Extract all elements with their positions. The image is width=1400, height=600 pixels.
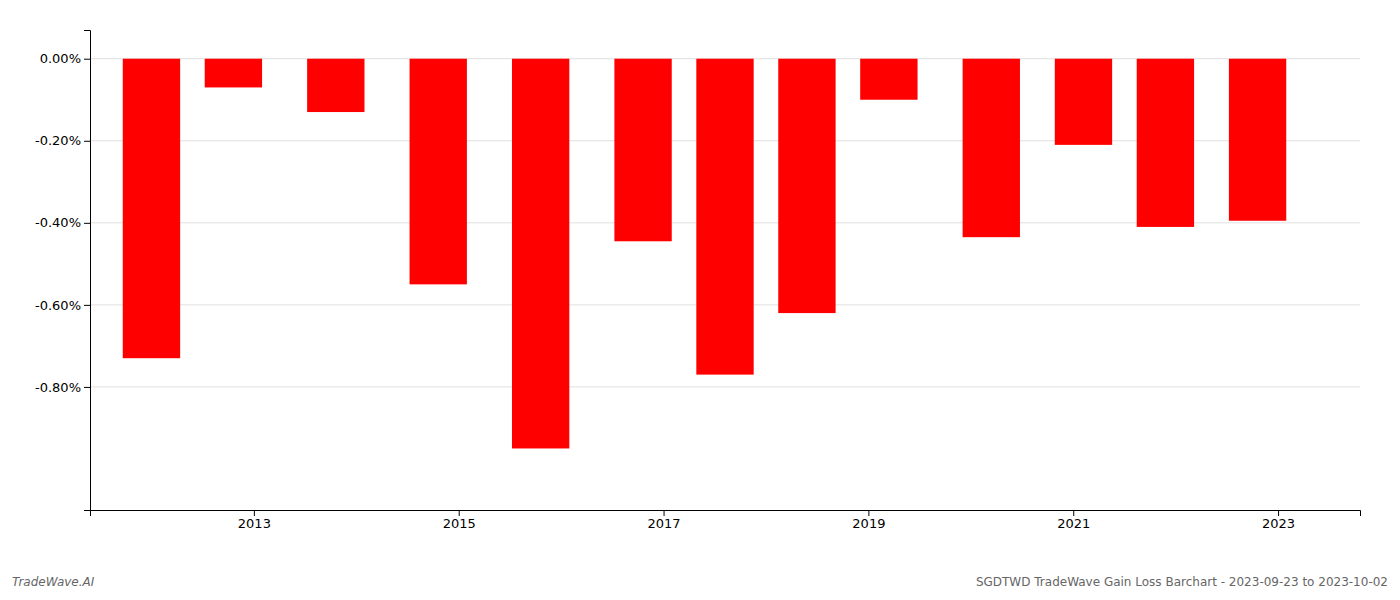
x-tick: 2015 [443,510,476,531]
x-tick-label: 2017 [648,516,681,531]
y-tick-mark [84,141,90,142]
x-tick-label: 2013 [238,516,271,531]
x-tick: 2023 [1262,510,1295,531]
x-tick: 2019 [852,510,885,531]
y-tick: -0.20% [35,133,90,148]
footer: TradeWave.AI SGDTWD TradeWave Gain Loss B… [12,575,1388,589]
bar [512,59,569,449]
bar [1055,59,1112,145]
x-tick-mark [664,510,665,516]
y-tick-mark [84,387,90,388]
footer-right: SGDTWD TradeWave Gain Loss Barchart - 20… [976,575,1388,589]
bar [410,59,467,285]
y-tick: -0.40% [35,215,90,230]
bar [1137,59,1194,227]
x-tick-mark [459,510,460,516]
bar [1229,59,1286,221]
x-tick: 2017 [648,510,681,531]
x-tick-mark [868,510,869,516]
x-tick-label: 2015 [443,516,476,531]
y-tick-mark [84,223,90,224]
bar [696,59,753,375]
y-tick-label: -0.40% [35,215,81,230]
plot-area: 0.00%-0.20%-0.40%-0.60%-0.80%20132015201… [35,31,1361,532]
x-tick-mark [254,510,255,516]
x-tick: 2021 [1057,510,1090,531]
y-tick-label: -0.20% [35,133,81,148]
bar [778,59,835,313]
bar [205,59,262,88]
bar [963,59,1020,237]
x-tick: 2013 [238,510,271,531]
grid-line [90,386,1360,387]
bars [123,59,1286,449]
footer-left: TradeWave.AI [12,575,95,589]
x-tick-mark [1278,510,1279,516]
grid [90,59,1360,387]
y-tick-mark [84,59,90,60]
y-tick-label: -0.60% [35,298,81,313]
x-axis: 2013 2015 2017 2019 2021 2023 [91,510,1361,531]
x-tick-label: 2023 [1262,516,1295,531]
y-tick-label: 0.00% [40,51,81,66]
y-tick: -0.60% [35,298,90,313]
x-tick-label: 2019 [852,516,885,531]
y-axis-line [84,31,91,511]
y-tick: 0.00% [40,51,90,66]
x-tick-mark [1073,510,1074,516]
bar [860,59,917,100]
bar [123,59,180,358]
bar [307,59,364,112]
y-tick-label: -0.80% [35,380,81,395]
y-tick-mark [84,305,90,306]
y-axis: 0.00% -0.20% -0.40% -0.60% -0.80% [35,31,91,511]
x-tick-label: 2021 [1057,516,1090,531]
bar [614,59,671,242]
y-tick: -0.80% [35,380,90,395]
chart-svg: 0.00%-0.20%-0.40%-0.60%-0.80%20132015201… [0,0,1400,600]
x-axis-line [91,511,1361,517]
